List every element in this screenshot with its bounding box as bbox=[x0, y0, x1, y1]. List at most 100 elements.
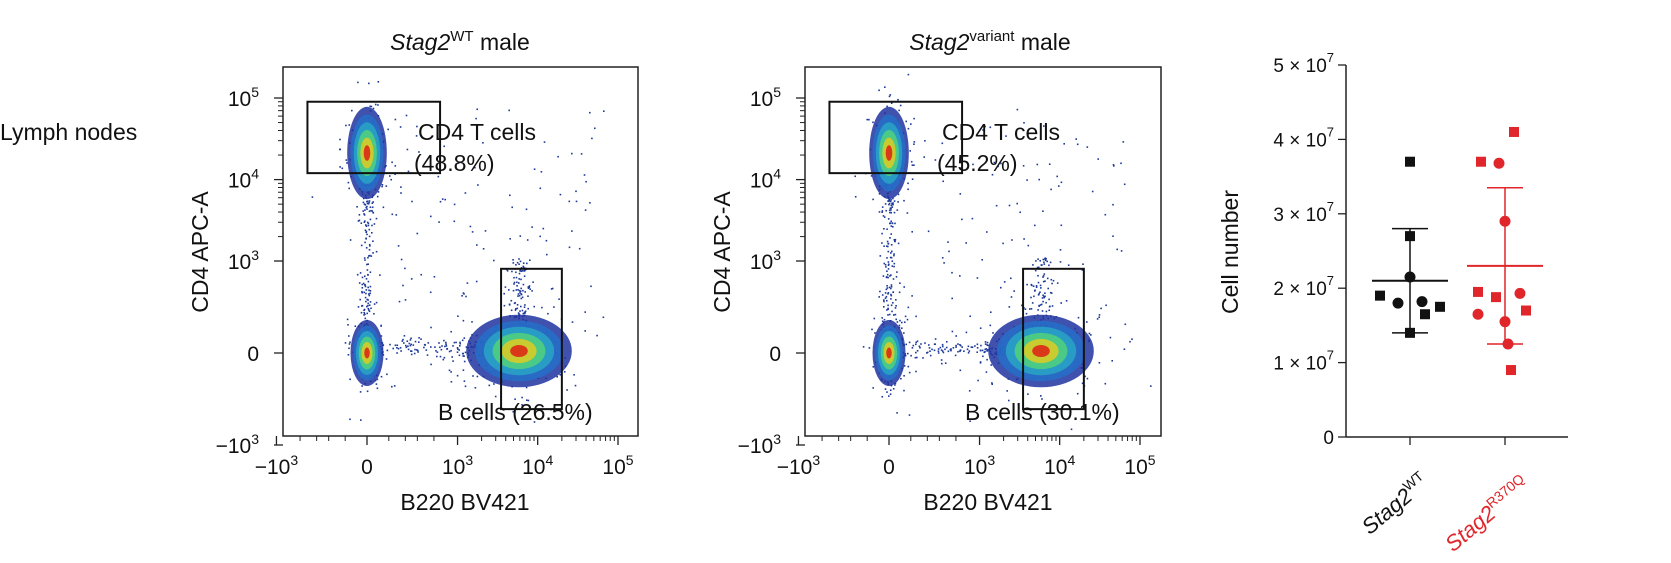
event-dot bbox=[435, 350, 437, 352]
event-dot bbox=[1023, 238, 1025, 240]
y-tick-label: 104 bbox=[228, 166, 259, 193]
event-dot bbox=[939, 346, 942, 349]
event-dot bbox=[369, 218, 372, 221]
event-dot bbox=[1040, 264, 1043, 266]
event-dot bbox=[950, 348, 952, 350]
event-dot bbox=[878, 296, 880, 298]
x-tick-label: −103 bbox=[777, 452, 821, 479]
event-dot bbox=[348, 187, 350, 190]
event-dot bbox=[1016, 108, 1019, 111]
event-dot bbox=[391, 213, 394, 216]
event-dot bbox=[890, 294, 893, 297]
event-dot bbox=[893, 211, 896, 214]
event-dot bbox=[888, 395, 890, 397]
event-dot bbox=[947, 350, 950, 353]
event-dot bbox=[371, 232, 373, 234]
row-label: Lymph nodes bbox=[0, 119, 137, 145]
event-dot bbox=[373, 223, 376, 225]
event-dot bbox=[557, 155, 559, 158]
event-dot bbox=[894, 307, 897, 309]
event-dot bbox=[358, 214, 361, 216]
event-dot bbox=[941, 350, 944, 352]
event-dot bbox=[512, 259, 514, 261]
event-dot bbox=[528, 286, 530, 288]
event-dot bbox=[525, 386, 528, 389]
event-dot bbox=[908, 371, 911, 374]
event-dot bbox=[1042, 294, 1044, 297]
event-dot bbox=[394, 173, 396, 175]
event-dot bbox=[1100, 307, 1102, 310]
event-dot bbox=[883, 262, 886, 265]
event-dot bbox=[458, 354, 461, 357]
event-dot bbox=[900, 377, 902, 380]
y-tick-label: 105 bbox=[750, 84, 781, 111]
event-dot bbox=[1048, 298, 1050, 301]
event-dot bbox=[462, 352, 464, 355]
event-dot bbox=[347, 354, 350, 356]
event-dot bbox=[377, 104, 379, 106]
event-dot bbox=[360, 311, 363, 314]
event-dot bbox=[897, 98, 899, 101]
event-dot bbox=[982, 355, 984, 358]
event-dot bbox=[968, 390, 971, 392]
event-dot bbox=[426, 354, 429, 356]
event-dot bbox=[462, 319, 465, 322]
event-dot bbox=[915, 315, 917, 318]
event-dot bbox=[526, 239, 529, 241]
event-dot bbox=[475, 117, 477, 120]
event-dot bbox=[453, 220, 456, 223]
event-dot bbox=[952, 347, 955, 349]
flow-plot-stag2-wt: Stag2WT male −103 0 103 104 105 1051041030−1… bbox=[187, 28, 639, 515]
event-dot bbox=[508, 289, 510, 291]
title-superscript: variant bbox=[969, 28, 1015, 45]
event-dot bbox=[890, 244, 893, 246]
event-dot bbox=[407, 170, 410, 173]
event-dot bbox=[364, 275, 366, 278]
y-tick-label: 3 × 107 bbox=[1273, 199, 1334, 226]
event-dot bbox=[362, 210, 364, 212]
event-dot bbox=[886, 391, 888, 393]
event-dot bbox=[559, 374, 562, 376]
event-dot bbox=[890, 211, 892, 214]
event-dot bbox=[883, 245, 885, 247]
event-dot bbox=[889, 200, 892, 203]
event-dot bbox=[1041, 297, 1044, 299]
event-dot bbox=[391, 161, 393, 164]
event-dot bbox=[518, 263, 520, 265]
event-dot bbox=[1039, 304, 1042, 306]
event-dot bbox=[580, 153, 583, 155]
event-dot bbox=[349, 418, 351, 421]
event-dot bbox=[550, 288, 553, 290]
event-dot bbox=[1011, 239, 1013, 241]
event-dot bbox=[450, 381, 453, 383]
event-dot bbox=[913, 164, 915, 166]
event-dot bbox=[430, 346, 432, 348]
event-dot bbox=[955, 344, 957, 347]
event-dot bbox=[416, 232, 419, 235]
event-dot bbox=[366, 390, 369, 393]
event-dot bbox=[416, 125, 418, 128]
data-point-circle bbox=[1416, 296, 1428, 308]
event-dot bbox=[596, 334, 598, 337]
event-dot bbox=[520, 293, 522, 295]
event-dot bbox=[349, 341, 351, 344]
event-dot bbox=[413, 352, 416, 355]
event-dot bbox=[395, 214, 398, 216]
event-dot bbox=[425, 349, 428, 351]
event-dot bbox=[346, 162, 348, 164]
event-dot bbox=[521, 404, 523, 406]
title-suffix: male bbox=[474, 29, 530, 55]
event-dot bbox=[420, 273, 422, 276]
event-dot bbox=[1037, 309, 1039, 311]
event-dot bbox=[959, 275, 961, 277]
event-dot bbox=[366, 221, 369, 224]
event-dot bbox=[524, 311, 526, 314]
event-dot bbox=[361, 290, 363, 293]
plot-title: Stag2variant male bbox=[909, 28, 1070, 55]
event-dot bbox=[418, 341, 420, 343]
event-dot bbox=[379, 274, 381, 276]
event-dot bbox=[540, 171, 543, 173]
event-dot bbox=[361, 291, 363, 294]
event-dot bbox=[888, 203, 890, 206]
event-dot bbox=[367, 304, 369, 307]
